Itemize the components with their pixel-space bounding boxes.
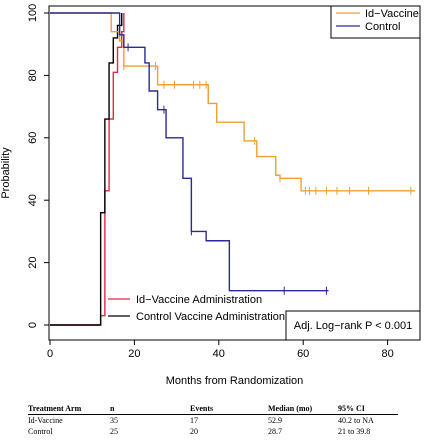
table-row: Control 25 20 28.7 21 to 39.8 [28, 426, 398, 437]
header-median: Median (mo) [268, 403, 338, 415]
header-events: Events [190, 403, 268, 415]
cell-median: 52.9 [268, 416, 282, 425]
header-treatment-arm: Treatment Arm [28, 403, 110, 415]
summary-table: Treatment Arm n Events Median (mo) 95% C… [28, 403, 398, 437]
x-tick-label: 0 [47, 348, 53, 360]
x-tick-label: 60 [297, 348, 309, 360]
x-axis-title: Months from Randomization [166, 375, 304, 387]
y-axis-title: Probability [0, 147, 12, 199]
legend-top-right: Id−Vaccine Control [330, 5, 421, 39]
legend-bottom-left: Id−Vaccine Administration Control Vaccin… [108, 294, 285, 323]
cell-median: 28.7 [268, 427, 282, 436]
x-tick-label: 20 [128, 348, 140, 360]
header-n: n [110, 403, 190, 415]
control-vaccine-administration-curve [50, 13, 123, 326]
y-tick-label: 80 [27, 69, 39, 81]
pvalue-box [285, 310, 421, 341]
legend-box [330, 5, 421, 39]
cell-ci: 40.2 to NA [338, 416, 374, 425]
y-tick-label: 0 [27, 322, 39, 328]
cell-events: 17 [190, 416, 198, 425]
cell-arm: Id-Vaccine [28, 416, 63, 425]
plot-frame [48, 5, 421, 341]
cell-n: 35 [110, 416, 118, 425]
km-chart: 0 20 40 60 80 0 20 40 60 80 100 Months from Random… [0, 4, 421, 387]
legend-label-control: Control [365, 21, 400, 33]
cell-ci: 21 to 39.8 [338, 427, 371, 436]
pvalue-text: Adj. Log−rank P < 0.001 [294, 320, 412, 332]
header-ci: 95% CI [338, 403, 398, 415]
control-survival-curve [50, 12, 329, 292]
cell-arm: Control [28, 427, 53, 436]
curves [50, 12, 416, 326]
table-row: Id-Vaccine 35 17 52.9 40.2 to NA [28, 415, 398, 427]
y-tick-label: 20 [27, 256, 39, 268]
x-tick-label: 40 [213, 348, 225, 360]
axes: 0 20 40 60 80 0 20 40 60 80 100 [27, 4, 394, 360]
cell-n: 25 [110, 427, 118, 436]
x-tick-label: 80 [381, 348, 393, 360]
cell-events: 20 [190, 427, 198, 436]
legend-label-id-vaccine-administration: Id−Vaccine Administration [136, 294, 262, 306]
y-tick-label: 60 [27, 132, 39, 144]
y-tick-label: 100 [27, 4, 39, 22]
legend-label-control-vaccine-administration: Control Vaccine Administration [136, 311, 285, 323]
y-tick-label: 40 [27, 194, 39, 206]
pvalue-annotation: Adj. Log−rank P < 0.001 [285, 310, 421, 341]
legend-label-id-vaccine: Id−Vaccine [365, 8, 419, 20]
table-header-row: Treatment Arm n Events Median (mo) 95% C… [28, 403, 398, 415]
